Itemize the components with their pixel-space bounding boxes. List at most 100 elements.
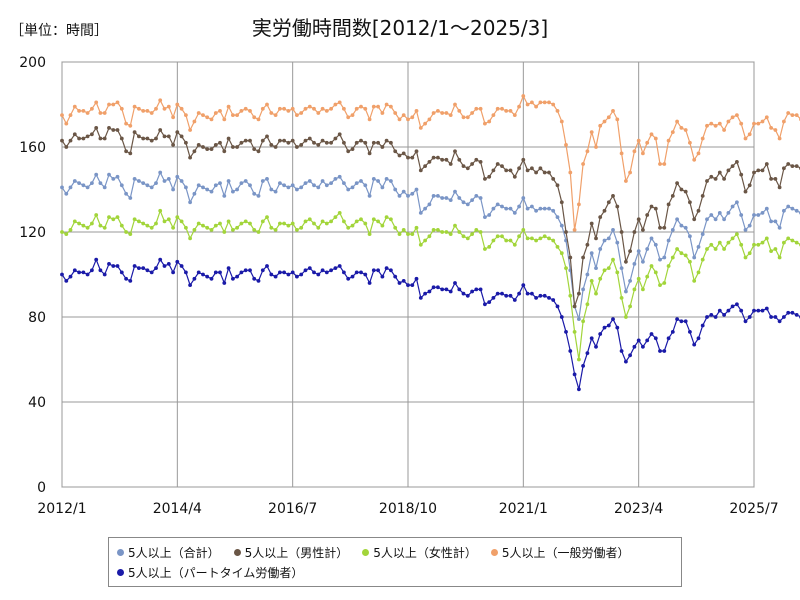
data-point	[512, 211, 517, 215]
data-point	[777, 185, 782, 190]
data-point	[585, 149, 590, 154]
data-point	[235, 145, 240, 149]
data-point	[303, 138, 308, 143]
data-point	[538, 236, 543, 241]
data-point	[316, 185, 321, 190]
data-point	[602, 325, 607, 330]
data-point	[632, 344, 637, 349]
data-point	[128, 123, 133, 128]
data-point	[371, 177, 376, 181]
data-point	[717, 121, 722, 126]
data-point	[602, 268, 607, 273]
data-point	[179, 264, 184, 268]
data-point	[705, 217, 709, 222]
data-point	[589, 279, 594, 283]
data-point	[81, 270, 86, 275]
data-point	[752, 213, 756, 217]
data-point	[619, 349, 624, 353]
data-point	[474, 106, 479, 111]
data-point	[679, 126, 684, 130]
data-point	[102, 225, 107, 230]
data-point	[226, 136, 231, 141]
data-point	[192, 149, 197, 154]
data-point	[64, 145, 69, 149]
data-point	[111, 217, 116, 222]
data-point	[538, 166, 543, 171]
data-point	[670, 330, 675, 334]
data-point	[85, 225, 90, 230]
data-point	[440, 157, 445, 162]
legend: 5人以上（合計） 5人以上（男性計） 5人以上（女性計） 5人以上（一般労働者） 5人…	[108, 537, 682, 587]
data-point	[589, 336, 594, 341]
data-point	[418, 242, 423, 247]
data-point	[188, 200, 193, 205]
data-point	[380, 185, 385, 190]
data-point	[72, 268, 77, 273]
data-point	[628, 170, 632, 175]
data-point	[196, 183, 201, 188]
data-point	[551, 208, 556, 213]
data-point	[692, 255, 697, 260]
data-point	[132, 217, 137, 222]
data-point	[128, 279, 133, 283]
data-point	[333, 136, 338, 141]
data-point	[166, 262, 171, 266]
data-point	[324, 140, 329, 145]
data-point	[252, 191, 257, 196]
data-point	[594, 145, 598, 149]
data-point	[179, 219, 184, 224]
data-point	[397, 117, 402, 122]
data-point	[726, 119, 731, 124]
data-point	[231, 145, 235, 149]
data-point	[354, 219, 359, 224]
data-point	[760, 168, 765, 173]
data-point	[517, 104, 521, 109]
data-point	[696, 270, 701, 275]
y-tick-label: 120	[19, 225, 46, 241]
data-point	[363, 183, 368, 188]
data-point	[132, 177, 137, 181]
data-point	[350, 274, 355, 279]
data-point	[782, 208, 786, 213]
data-point	[683, 253, 688, 258]
legend-item: 5人以上（女性計）	[362, 544, 477, 561]
data-point	[641, 287, 645, 292]
data-point	[611, 228, 615, 232]
data-point	[594, 236, 598, 241]
data-point	[474, 287, 479, 292]
data-point	[303, 181, 308, 186]
data-point	[201, 185, 205, 190]
data-point	[137, 219, 141, 224]
data-point	[559, 200, 564, 205]
data-point	[94, 100, 99, 105]
data-point	[329, 140, 333, 145]
data-point	[764, 115, 769, 120]
data-point	[166, 177, 171, 181]
data-point	[196, 221, 201, 226]
data-point	[709, 213, 714, 217]
data-point	[602, 208, 607, 213]
data-point	[653, 270, 658, 275]
data-point	[504, 168, 509, 173]
data-point	[414, 276, 419, 281]
data-point	[337, 174, 342, 179]
data-point	[418, 296, 423, 300]
data-point	[530, 204, 534, 209]
data-point	[132, 264, 137, 268]
data-point	[102, 272, 107, 277]
data-point	[124, 149, 128, 154]
data-point	[231, 189, 235, 194]
data-point	[316, 143, 321, 147]
data-point	[679, 319, 684, 324]
data-point	[367, 194, 372, 198]
data-point	[722, 313, 726, 317]
data-point	[166, 134, 171, 139]
data-point	[269, 225, 274, 230]
data-point	[794, 164, 799, 169]
data-point	[299, 272, 304, 277]
legend-item: 5人以上（パートタイム労働者）	[117, 564, 303, 581]
data-point	[68, 138, 73, 143]
data-point	[337, 264, 342, 268]
data-point	[290, 106, 295, 111]
data-point	[512, 242, 517, 247]
